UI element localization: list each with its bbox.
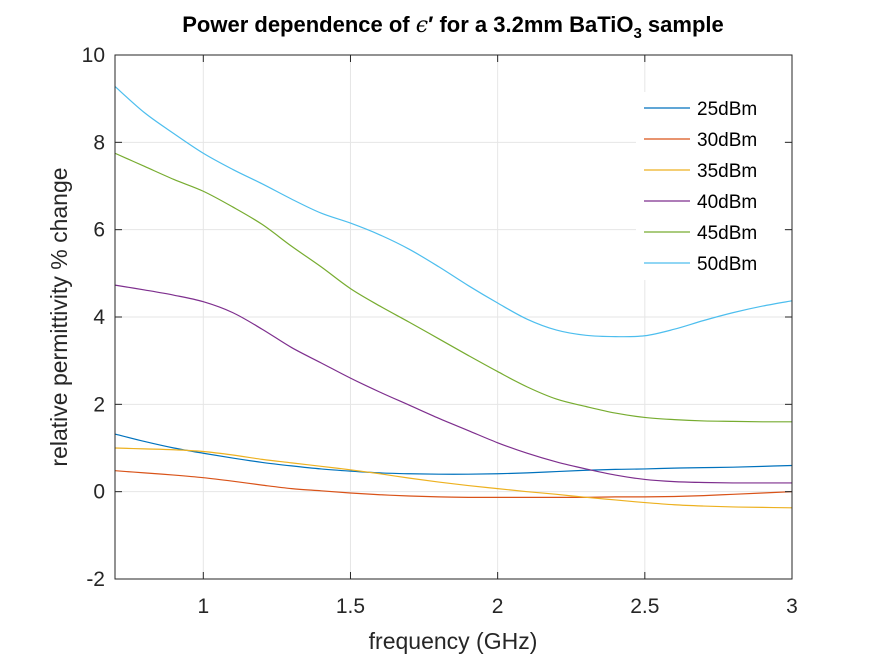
legend-label-30dBm: 30dBm: [697, 130, 757, 151]
legend-label-50dBm: 50dBm: [697, 254, 757, 275]
x-axis-label: frequency (GHz): [369, 628, 538, 654]
y-axis-label: relative permittivity % change: [46, 167, 72, 466]
x-tick-label: 3: [786, 595, 798, 618]
tick-labels: 1 1.5 2 2.5 3 -2 0 2 4 6 8 10: [82, 44, 798, 618]
y-tick-label: 4: [93, 306, 105, 329]
legend-box: [636, 92, 784, 280]
chart-title: Power dependence of ϵ′ for a 3.2mm BaTiO…: [182, 12, 724, 42]
x-tick-label: 2: [492, 595, 504, 618]
series-line-50dBm: [114, 85, 793, 338]
ticks: [115, 54, 793, 580]
legend: 25dBm 30dBm 35dBm 40dBm 45dBm 50dBm: [636, 92, 784, 280]
series-line-25dBm: [114, 433, 793, 475]
legend-label-25dBm: 25dBm: [697, 99, 757, 120]
series-line-35dBm: [114, 447, 793, 509]
series-layer: [114, 85, 793, 509]
series-line-30dBm: [114, 470, 793, 498]
y-tick-label: 2: [93, 393, 105, 416]
legend-label-35dBm: 35dBm: [697, 161, 757, 182]
y-tick-label: 10: [82, 44, 105, 67]
series-line-45dBm: [114, 152, 793, 423]
x-tick-label: 1.5: [336, 595, 365, 618]
legend-label-45dBm: 45dBm: [697, 223, 757, 244]
legend-label-40dBm: 40dBm: [697, 192, 757, 213]
x-tick-label: 1: [197, 595, 209, 618]
y-tick-label: 0: [93, 481, 105, 504]
y-tick-label: 8: [93, 131, 105, 154]
series-line-40dBm: [114, 284, 792, 484]
y-tick-label: 6: [93, 219, 105, 242]
y-tick-label: -2: [86, 568, 105, 591]
x-tick-label: 2.5: [630, 595, 659, 618]
